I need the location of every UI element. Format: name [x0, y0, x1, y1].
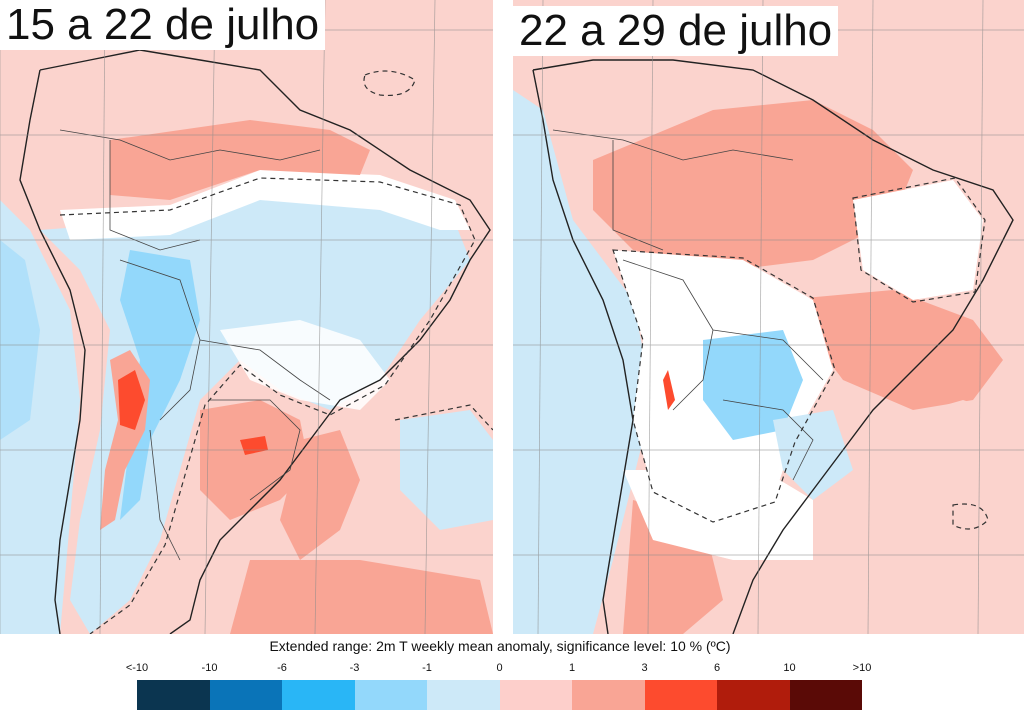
legend-tick: 1: [568, 662, 576, 674]
legend-swatch: [354, 680, 427, 710]
map-title-left: 15 a 22 de julho: [0, 0, 326, 50]
legend-tick: -6: [277, 662, 287, 674]
legend-swatch: [137, 680, 210, 710]
legend-tick: 6: [713, 662, 721, 674]
legend-tick: 10: [783, 662, 796, 674]
map-panel-right: [513, 0, 1024, 634]
legend-swatch: [499, 680, 572, 710]
legend-tick: 0: [496, 662, 503, 674]
legend-tick: -3: [349, 662, 360, 674]
legend-title: Extended range: 2m T weekly mean anomaly…: [269, 638, 731, 654]
legend-swatch: [282, 680, 355, 710]
legend-swatch: [209, 680, 282, 710]
legend-tick: 3: [641, 662, 648, 674]
anomaly-map-left: [0, 0, 493, 634]
legend-tick: -10: [201, 662, 218, 674]
legend-tick: <-10: [125, 662, 149, 674]
legend-swatch: [717, 680, 790, 710]
legend-tick: -1: [422, 662, 432, 674]
map-panel-left: [0, 0, 493, 634]
legend-tick: >10: [852, 662, 872, 674]
map-title-right: 22 a 29 de julho: [513, 6, 839, 56]
anomaly-map-right: [513, 0, 1024, 634]
legend-swatch: [644, 680, 717, 710]
legend-swatch: [427, 680, 500, 710]
legend-swatch: [572, 680, 645, 710]
legend-swatch: [789, 680, 862, 710]
legend: Extended range: 2m T weekly mean anomaly…: [120, 634, 880, 710]
